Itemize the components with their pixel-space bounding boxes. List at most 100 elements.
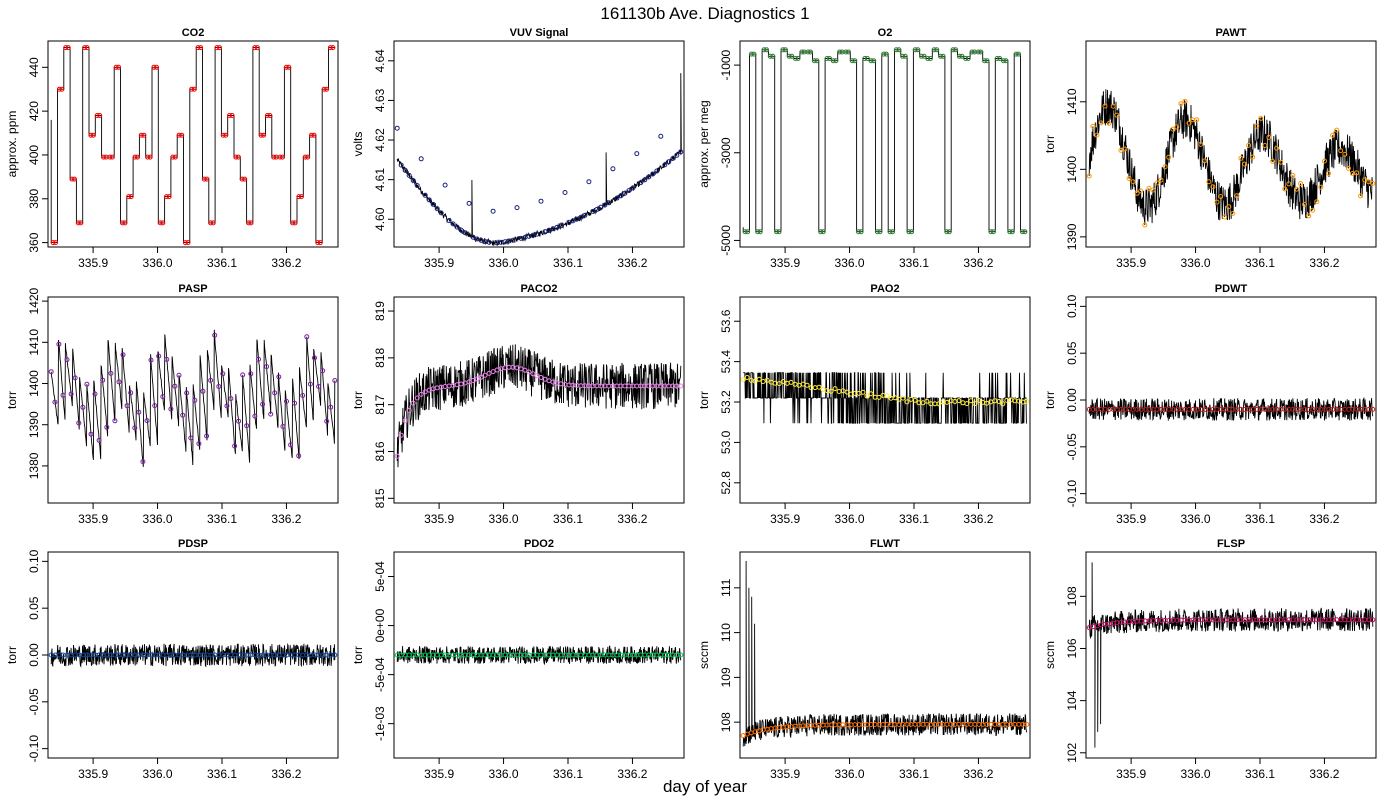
data-point (124, 403, 130, 409)
data-point (434, 206, 440, 212)
data-point (52, 399, 58, 405)
panel-o2: O2 335.9 336.0 336.1 336.2 -5000 -3000 -1000 app… (697, 27, 1031, 270)
data-point (296, 453, 302, 459)
data-point (996, 399, 1002, 404)
data-point (277, 154, 283, 160)
data-point (252, 413, 258, 419)
data-point (646, 174, 652, 180)
y-tick-label: 53.6 (719, 309, 733, 333)
data-point (76, 420, 82, 426)
data-point (1146, 185, 1152, 191)
data-point (610, 166, 616, 172)
data-point (786, 53, 792, 59)
data-point (902, 53, 908, 59)
x-tick-label: 336.2 (271, 512, 301, 526)
data-point (900, 53, 906, 59)
data-point (1238, 155, 1244, 161)
y-tick-label: 106 (1065, 638, 1079, 658)
y-axis-label: volts (351, 132, 365, 157)
data-point (774, 229, 780, 235)
data-point (120, 352, 126, 358)
y-axis-label: torr (5, 391, 19, 409)
data-point (1114, 112, 1120, 118)
data-point (320, 368, 326, 374)
data-point (204, 176, 210, 182)
y-axis-label: torr (1043, 135, 1057, 153)
data-point (748, 51, 754, 57)
series-line (50, 47, 335, 244)
panel-title: FLSP (1217, 538, 1245, 550)
x-tick-label: 335.9 (1116, 256, 1146, 270)
data-point (883, 51, 889, 57)
data-point (53, 240, 59, 246)
data-point (915, 47, 921, 53)
data-point (126, 194, 132, 200)
data-point (1142, 222, 1148, 228)
data-point (1314, 199, 1320, 205)
data-point (586, 179, 592, 185)
data-point (426, 197, 432, 203)
data-point (160, 220, 166, 226)
data-point (868, 391, 874, 397)
x-tick-label: 335.9 (78, 767, 108, 781)
x-tick-label: 336.0 (489, 512, 519, 526)
data-point (964, 401, 970, 407)
data-point (912, 47, 918, 53)
series-line (742, 560, 1028, 747)
data-point (210, 220, 216, 226)
data-point (670, 156, 676, 161)
data-point (242, 176, 248, 182)
data-point (112, 418, 118, 424)
panel-vuv-signal: VUV Signal 335.9 336.0 336.1 336.2 4.60 4.61 4.… (351, 27, 685, 270)
data-point (232, 443, 238, 449)
y-tick-label: 0e+00 (373, 608, 387, 642)
data-point (904, 399, 910, 405)
data-point (1366, 179, 1372, 185)
data-point (757, 229, 763, 235)
data-point (538, 375, 544, 380)
data-point (938, 53, 943, 59)
data-point (88, 132, 94, 138)
panel-pasp: PASP 335.9 336.0 336.1 336.2 1380 1390 1400 1410… (5, 283, 339, 526)
data-point (264, 113, 270, 118)
data-point (864, 393, 870, 399)
data-point (286, 64, 292, 70)
data-point (1202, 158, 1208, 164)
x-tick-label: 336.1 (1245, 512, 1275, 526)
y-tick-label: -0.05 (1065, 433, 1079, 461)
data-point (164, 194, 169, 200)
data-point (324, 418, 330, 424)
data-point (97, 113, 103, 118)
data-point (594, 206, 600, 212)
data-point (538, 198, 544, 204)
data-point (82, 45, 88, 51)
data-point (410, 178, 416, 183)
data-point (182, 240, 188, 246)
data-point (666, 159, 672, 165)
data-point (662, 162, 668, 168)
data-point (1214, 199, 1220, 205)
data-point (795, 56, 801, 61)
data-point (1278, 159, 1284, 165)
data-point (414, 395, 420, 401)
x-tick-label: 335.9 (770, 767, 800, 781)
data-point (968, 398, 974, 404)
y-tick-label: -5000 (719, 225, 733, 256)
data-point (514, 205, 520, 211)
data-point (1222, 214, 1228, 220)
x-tick-label: 336.2 (963, 767, 993, 781)
data-point (154, 64, 159, 70)
data-point (300, 393, 306, 398)
data-point (172, 383, 178, 389)
series-line (50, 642, 336, 668)
data-point (119, 220, 125, 226)
data-point (196, 441, 202, 447)
y-tick-label: 1420 (27, 287, 41, 314)
y-tick-label: 110 (719, 623, 733, 642)
x-tick-label: 336.1 (207, 256, 237, 270)
data-point (235, 154, 241, 160)
data-point (1250, 154, 1256, 160)
x-tick-label: 335.9 (78, 512, 108, 526)
x-tick-label: 336.2 (271, 256, 301, 270)
